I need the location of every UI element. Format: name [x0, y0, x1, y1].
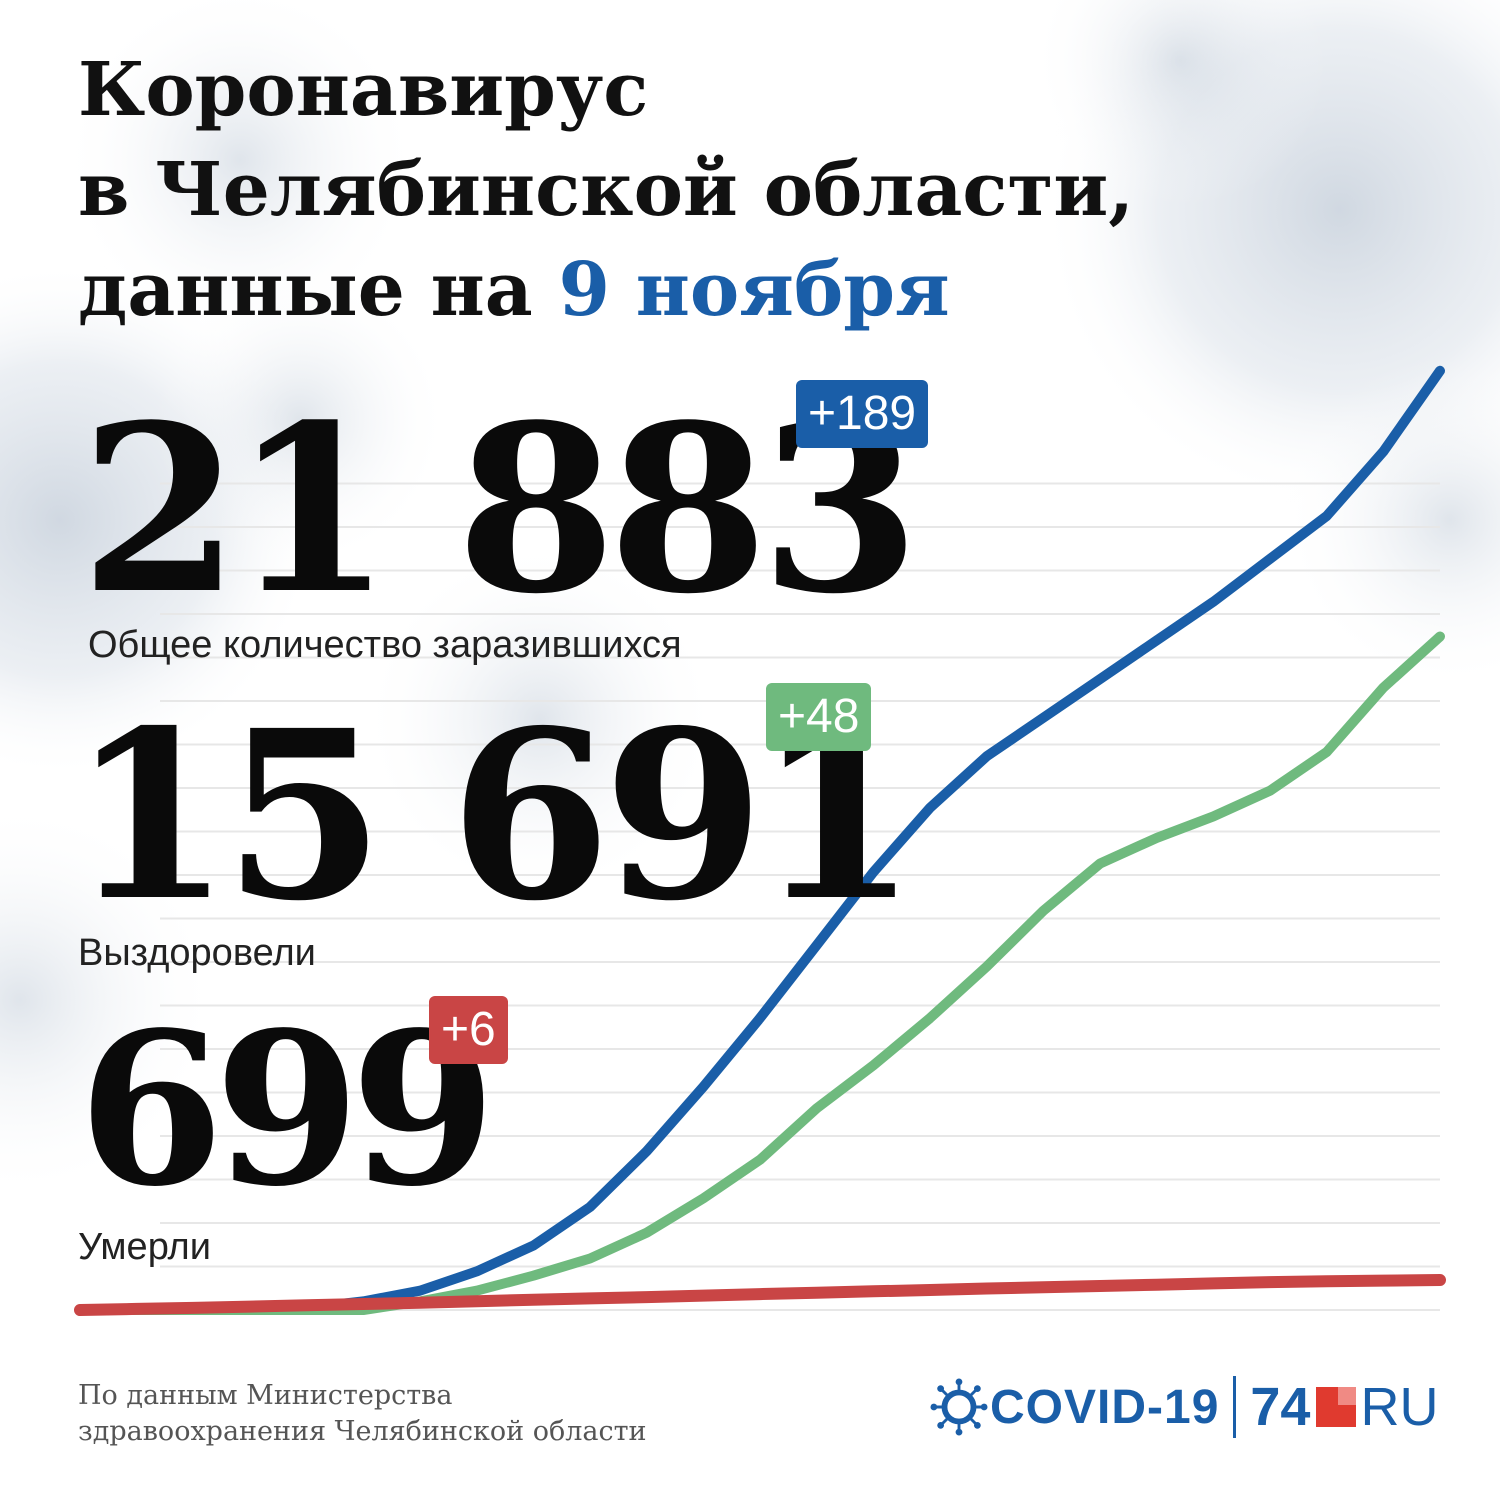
covid19-74ru-logo: COVID-19 74 RU	[930, 1370, 1438, 1444]
title-line-3-prefix: данные на	[78, 247, 559, 333]
deaths-line	[74, 1274, 1446, 1316]
data-source-note: По данным Министерства здравоохранения Ч…	[78, 1378, 647, 1450]
logo-covid-text: COVID-19	[990, 1380, 1220, 1434]
recovered-delta-badge: +48	[766, 683, 872, 751]
source-line-2: здравоохранения Челябинской области	[78, 1416, 647, 1447]
deaths-delta-badge: +6	[429, 996, 508, 1064]
logo-74-text: 74	[1250, 1377, 1311, 1437]
virus-icon	[930, 1378, 988, 1436]
page-title: Коронавирус в Челябинской области, данны…	[78, 40, 1134, 340]
deaths-label: Умерли	[78, 1226, 211, 1268]
recovered-label: Выздоровели	[78, 932, 316, 974]
total-cases-number: 21 883	[80, 375, 920, 645]
title-line-2: в Челябинской области,	[78, 147, 1134, 233]
title-date: 9 ноября	[558, 247, 950, 333]
logo-red-square-icon	[1316, 1387, 1357, 1427]
title-line-1: Коронавирус	[78, 47, 649, 133]
deaths-number: 699	[78, 986, 496, 1233]
source-line-1: По данным Министерства	[78, 1380, 453, 1411]
logo-ru-text: RU	[1360, 1377, 1439, 1437]
logo-separator	[1233, 1376, 1237, 1438]
total-cases-label: Общее количество заразившихся	[88, 624, 682, 666]
total-cases-delta-badge: +189	[796, 380, 929, 448]
